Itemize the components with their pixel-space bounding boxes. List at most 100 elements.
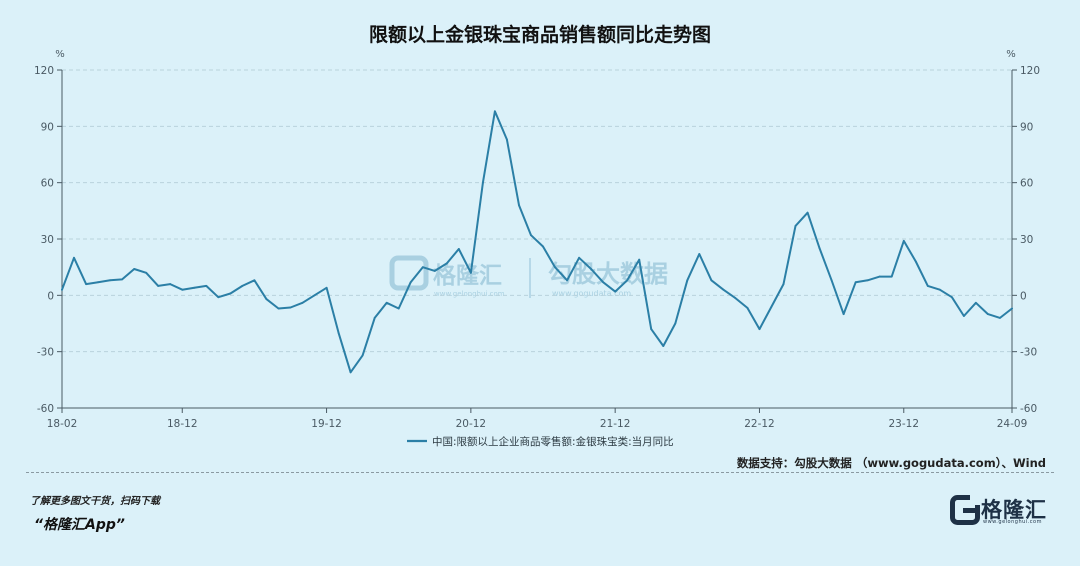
data-point: [241, 285, 244, 287]
data-point: [169, 283, 172, 285]
promo-text: 了解更多图文干货，扫码下载: [30, 496, 160, 507]
data-point: [566, 279, 568, 282]
axes: [57, 69, 1017, 413]
data-point: [938, 288, 941, 291]
data-point: [614, 290, 617, 293]
data-point: [854, 281, 857, 284]
y-axis-unit-left: %: [55, 49, 65, 60]
watermark-right-text: 勾股大数据: [548, 260, 668, 288]
y-tick-label-left: 120: [34, 65, 54, 77]
data-point: [397, 307, 400, 310]
data-point: [530, 234, 532, 237]
data-point: [914, 260, 917, 263]
data-point: [770, 305, 773, 308]
legend-label: 中国:限额以上企业商品零售额:金银珠宝类:当月同比: [432, 435, 674, 448]
data-point: [987, 313, 989, 316]
data-point: [578, 256, 580, 259]
data-point: [758, 328, 761, 331]
data-point: [710, 279, 713, 282]
data-point: [962, 315, 965, 317]
y-tick-label-right: -60: [1020, 403, 1037, 415]
data-point: [313, 294, 316, 297]
data-point: [686, 279, 689, 282]
data-point: [457, 248, 460, 250]
data-point: [61, 288, 63, 291]
data-point: [229, 292, 232, 295]
data-point: [253, 279, 256, 282]
data-point: [73, 256, 75, 259]
data-point: [674, 322, 677, 325]
series-group: [61, 110, 1013, 374]
y-tick-label-left: 0: [47, 290, 54, 302]
grid: [62, 69, 1012, 353]
data-point: [999, 316, 1001, 319]
data-point: [638, 258, 641, 261]
data-point: [698, 253, 701, 255]
promo-app-name: “格隆汇App”: [34, 517, 125, 533]
data-point: [782, 283, 785, 285]
data-point: [157, 285, 160, 287]
x-tick-label: 24-09: [997, 418, 1028, 430]
watermark-right-sub: www.gogudata.com: [552, 289, 631, 298]
data-point: [842, 313, 845, 316]
x-tick-label: 21-12: [600, 418, 631, 430]
data-point: [349, 371, 352, 374]
data-point: [421, 266, 424, 269]
y-tick-label-right: 30: [1020, 234, 1033, 246]
series-line: [61, 110, 1013, 374]
data-point: [109, 279, 112, 282]
data-point: [97, 281, 99, 284]
chart-title: 限额以上金银珠宝商品销售额同比走势图: [368, 24, 711, 46]
data-point: [133, 268, 136, 270]
data-point: [145, 271, 148, 274]
data-point: [85, 283, 87, 285]
data-point: [950, 296, 953, 299]
data-point: [590, 268, 593, 270]
data-point: [926, 285, 929, 287]
data-point: [902, 239, 905, 242]
data-point: [445, 262, 448, 265]
data-point: [602, 281, 605, 284]
x-tick-label: 18-12: [167, 418, 198, 430]
x-tick-label: 18-02: [47, 418, 78, 430]
y-tick-label-right: 0: [1020, 290, 1027, 302]
data-point: [518, 204, 520, 207]
data-point: [830, 279, 833, 282]
x-tick-label: 20-12: [456, 418, 487, 430]
data-point: [205, 285, 208, 287]
data-point: [193, 286, 196, 289]
data-point: [409, 281, 412, 284]
legend: 中国:限额以上企业商品零售额:金银珠宝类:当月同比: [407, 435, 674, 448]
data-point: [373, 316, 376, 319]
y-axis-labels: % % -60 -60 -30 -30 0 0 30 30 60 60 90 90 120 120: [34, 49, 1040, 415]
data-point: [650, 328, 653, 331]
data-point: [217, 296, 220, 299]
data-point: [878, 275, 881, 278]
data-point: [289, 306, 292, 309]
y-tick-label-right: -30: [1020, 347, 1037, 359]
logo-text: 格隆汇: [981, 498, 1047, 522]
y-tick-label-left: 90: [41, 121, 54, 133]
data-point: [722, 288, 725, 291]
data-point: [265, 298, 268, 300]
x-tick-label: 23-12: [889, 418, 920, 430]
data-point: [866, 279, 869, 282]
data-point: [662, 345, 665, 347]
data-point: [469, 271, 472, 274]
data-point: [337, 331, 340, 334]
y-tick-label-right: 120: [1020, 65, 1040, 77]
divider: [26, 472, 1054, 473]
data-point: [734, 297, 737, 300]
watermark: 格隆汇 www.gelonghui.com 勾股大数据 www.gogudata…: [389, 255, 668, 298]
data-point: [277, 307, 280, 310]
y-axis-unit-right: %: [1006, 49, 1016, 60]
data-point: [433, 270, 436, 272]
data-point: [746, 307, 749, 309]
watermark-left-sub: www.gelonghui.com: [434, 290, 505, 298]
x-tick-label: 19-12: [311, 418, 342, 430]
brand-logo: 格隆汇 www.gelonghui.com: [950, 494, 1050, 526]
data-point: [325, 286, 328, 289]
x-tick-label: 22-12: [744, 418, 775, 430]
logo-subtext: www.gelonghui.com: [983, 519, 1042, 525]
